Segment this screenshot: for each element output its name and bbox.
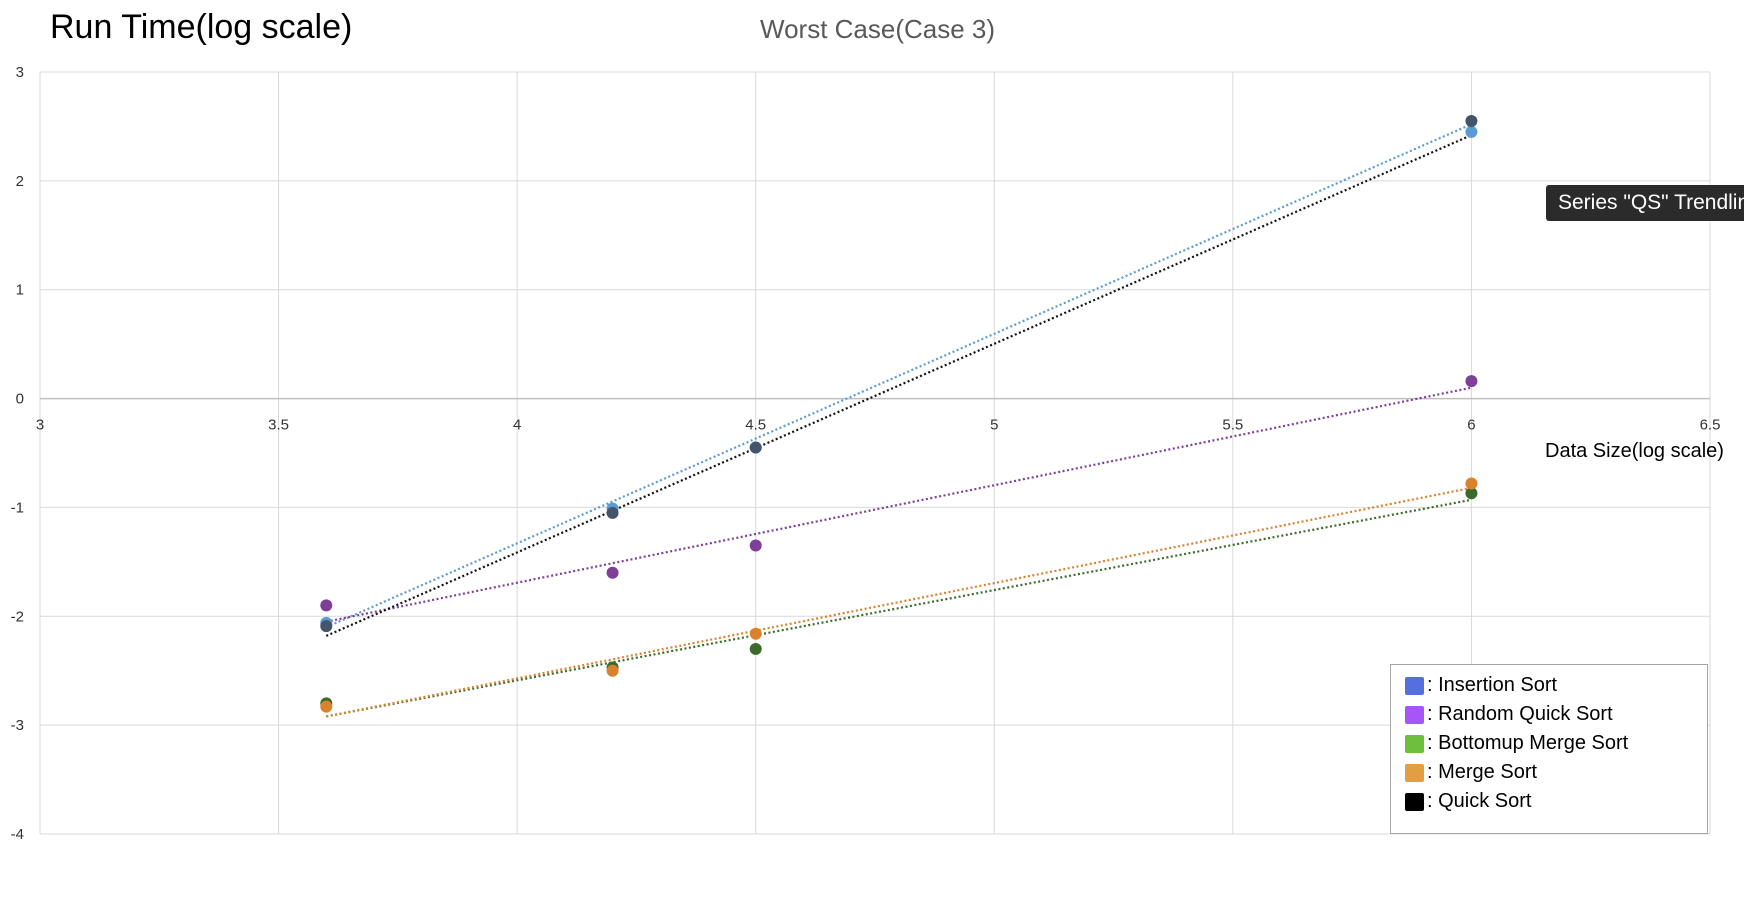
x-tick-label: 4.5 [745, 417, 766, 434]
grid [39, 71, 1711, 835]
data-point-merge-sort[interactable] [749, 627, 762, 640]
legend-item-random-quick-sort[interactable]: : Random Quick Sort [1405, 700, 1707, 729]
y-tick-label: 0 [16, 391, 24, 408]
x-axis-label: Data Size(log scale) [1545, 440, 1724, 462]
trendline-tooltip: Series "QS" Trendline [1546, 185, 1744, 221]
legend-label: : Merge Sort [1427, 761, 1538, 783]
data-point-random-quick-sort[interactable] [1465, 375, 1478, 388]
data-point-quick-sort[interactable] [606, 506, 619, 519]
legend-item-quick-sort[interactable]: : Quick Sort [1405, 787, 1707, 816]
data-point-merge-sort[interactable] [1465, 477, 1478, 490]
legend-swatch-bottomup-merge-sort [1405, 734, 1424, 753]
x-tick-label: 4 [513, 417, 521, 434]
trendline-insertion-sort[interactable] [325, 123, 1472, 629]
y-tick-label: -3 [11, 717, 24, 734]
legend-swatch-insertion-sort [1405, 676, 1424, 695]
trendline-merge-sort[interactable] [326, 486, 1472, 718]
x-tick-label: 3 [36, 417, 44, 434]
legend-swatch-random-quick-sort [1405, 705, 1424, 724]
trendline-quick-sort[interactable] [325, 134, 1472, 637]
legend-item-bottomup-merge-sort[interactable]: : Bottomup Merge Sort [1405, 729, 1707, 758]
data-point-random-quick-sort[interactable] [606, 566, 619, 579]
chart-subtitle: Worst Case(Case 3) [760, 14, 996, 44]
legend-swatch-merge-sort [1405, 763, 1424, 782]
legend[interactable]: : Insertion Sort : Random Quick Sort : B… [1390, 664, 1708, 834]
x-tick-label: 5.5 [1222, 417, 1243, 434]
x-tick-label: 3.5 [268, 417, 289, 434]
y-tick-label: 1 [16, 282, 24, 299]
legend-label: : Quick Sort [1427, 790, 1532, 812]
data-point-random-quick-sort[interactable] [320, 599, 333, 612]
data-point-merge-sort[interactable] [320, 700, 333, 713]
data-point-quick-sort[interactable] [749, 441, 762, 454]
y-tick-label: -2 [11, 608, 24, 625]
trendline-bottomup-merge-sort[interactable] [326, 498, 1472, 718]
data-point-merge-sort[interactable] [606, 664, 619, 677]
data-point-quick-sort[interactable] [1465, 114, 1478, 127]
data-point-random-quick-sort[interactable] [749, 539, 762, 552]
legend-item-insertion-sort[interactable]: : Insertion Sort [1405, 671, 1707, 700]
legend-item-merge-sort[interactable]: : Merge Sort [1405, 758, 1707, 787]
legend-label: : Random Quick Sort [1427, 703, 1613, 725]
data-point-bottomup-merge-sort[interactable] [1465, 487, 1478, 500]
chart-title: Run Time(log scale) [50, 8, 353, 46]
x-tick-label: 6.5 [1700, 417, 1721, 434]
tick-labels: 3 3.5 4 4.5 5 5.5 6 6.5 3 2 1 0 -1 -2 -3 -4 [11, 64, 1721, 843]
y-tick-label: -1 [11, 499, 24, 516]
data-point-quick-sort[interactable] [320, 620, 333, 633]
y-tick-label: 3 [16, 64, 24, 81]
x-tick-label: 5 [990, 417, 998, 434]
legend-swatch-quick-sort [1405, 792, 1424, 811]
legend-label: : Insertion Sort [1427, 674, 1558, 696]
data-points [320, 114, 1478, 713]
trendlines [325, 123, 1472, 718]
x-tick-label: 6 [1467, 417, 1475, 434]
y-tick-label: -4 [11, 826, 24, 843]
trendline-random-quick-sort[interactable] [326, 386, 1472, 623]
data-point-insertion-sort[interactable] [1465, 125, 1478, 138]
legend-label: : Bottomup Merge Sort [1427, 732, 1629, 754]
y-tick-label: 2 [16, 173, 24, 190]
data-point-bottomup-merge-sort[interactable] [749, 642, 762, 655]
